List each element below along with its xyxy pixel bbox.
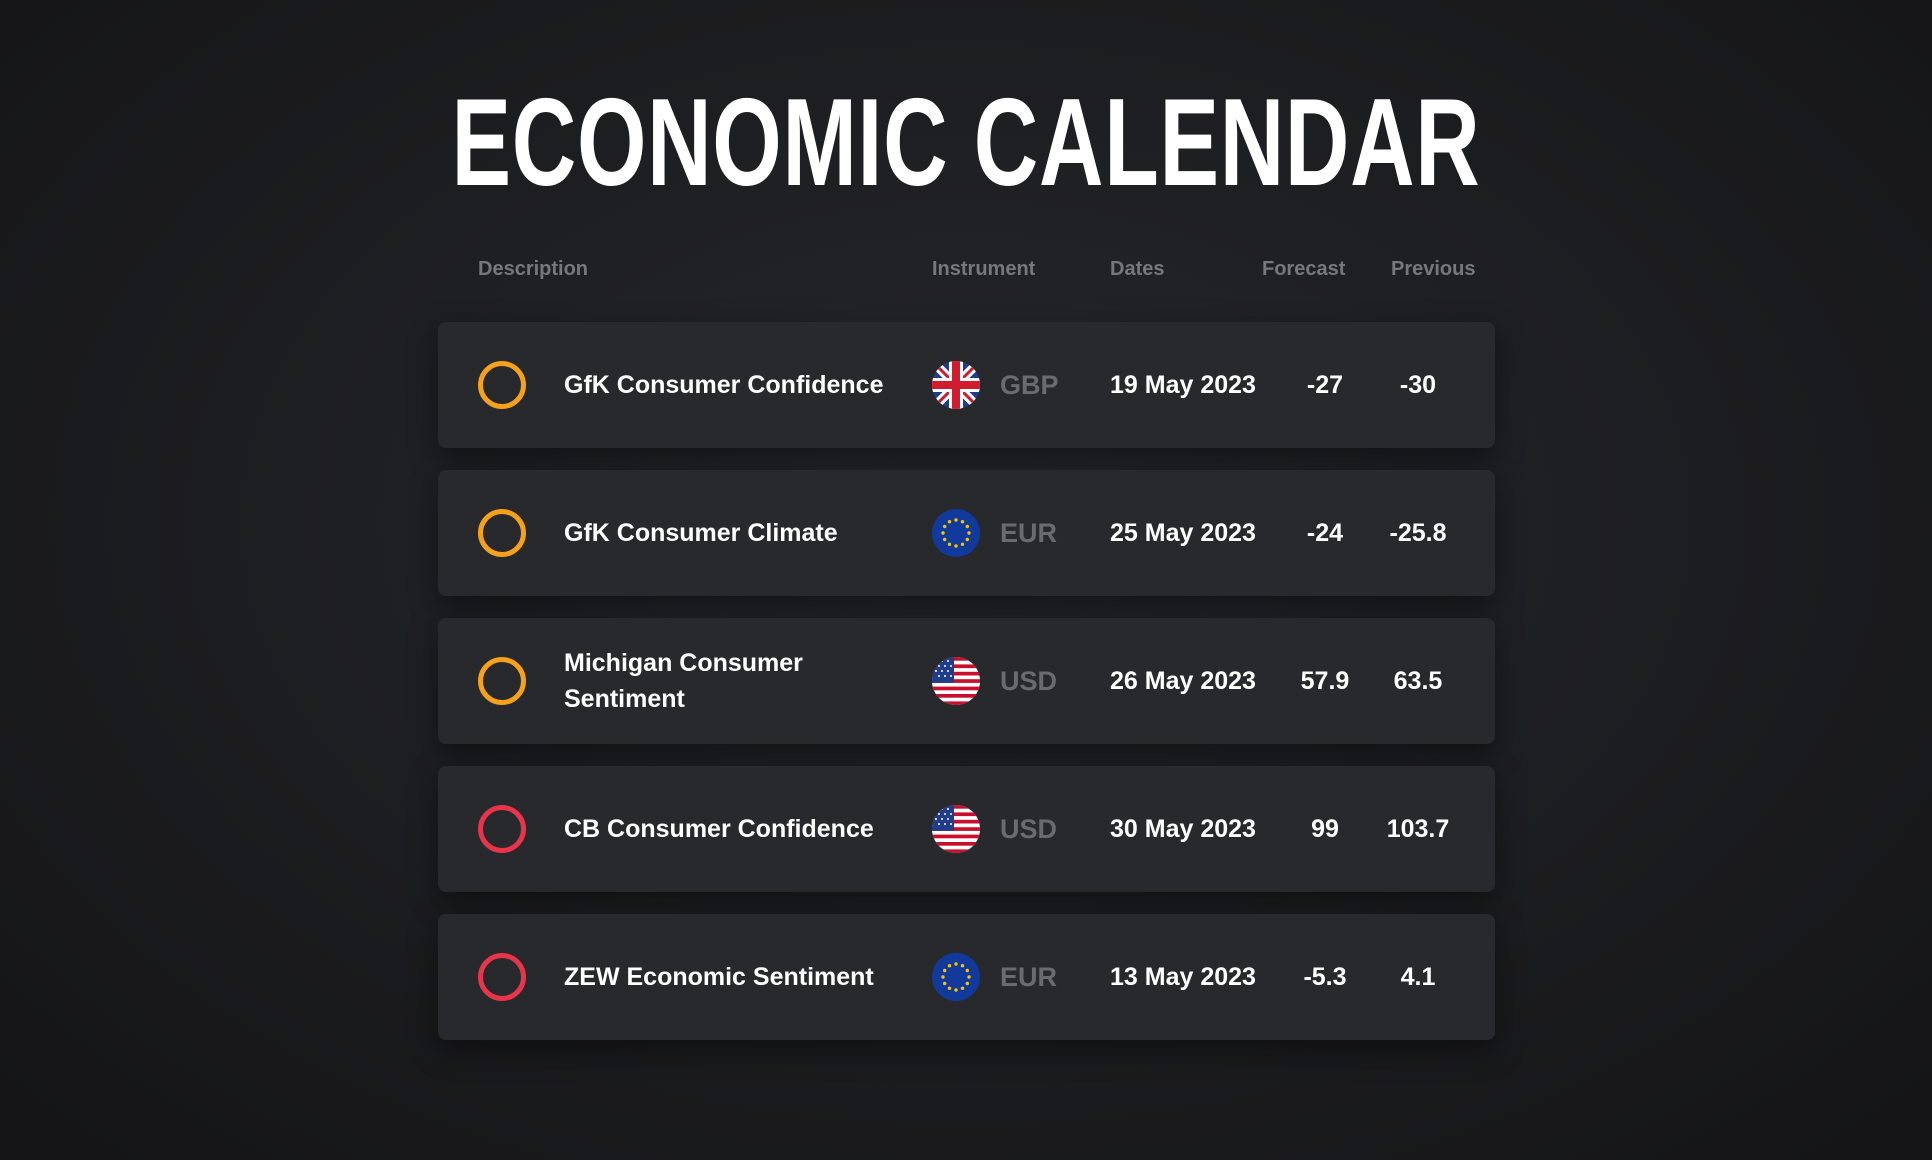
column-header-dates[interactable]: Dates xyxy=(1110,258,1165,280)
table-row[interactable]: Michigan Consumer Sentiment xyxy=(438,618,1495,744)
currency-code: EUR xyxy=(1000,961,1058,992)
page-title: ECONOMIC CALENDAR xyxy=(451,74,1481,212)
forecast-value: 57.9 xyxy=(1300,666,1350,695)
previous-value: -30 xyxy=(1399,370,1437,399)
event-date: 30 May 2023 xyxy=(1110,814,1256,843)
forecast-value: -27 xyxy=(1306,370,1344,399)
table-row[interactable]: CB Consumer Confidence xyxy=(438,766,1495,892)
column-header-previous[interactable]: Previous xyxy=(1391,258,1476,280)
table-row[interactable]: ZEW Economic Sentiment xyxy=(438,914,1495,1040)
column-header-forecast[interactable]: Forecast xyxy=(1262,258,1346,280)
column-header-description[interactable]: Description xyxy=(478,258,589,280)
uk-flag-icon xyxy=(932,361,980,409)
forecast-value: 99 xyxy=(1311,814,1339,843)
forecast-value: -24 xyxy=(1306,518,1344,547)
status-indicator-icon xyxy=(478,509,526,557)
forecast-value: -5.3 xyxy=(1303,962,1347,991)
event-description: GfK Consumer Climate xyxy=(564,519,838,547)
event-description: ZEW Economic Sentiment xyxy=(564,963,874,991)
eu-flag-icon xyxy=(932,509,980,557)
table-row[interactable]: GfK Consumer Climate xyxy=(438,470,1495,596)
event-description: CB Consumer Confidence xyxy=(564,815,874,843)
previous-value: 63.5 xyxy=(1393,666,1443,695)
event-list: GfK Consumer Confidence GBP 19 May 2023 … xyxy=(438,322,1495,1062)
column-header-instrument[interactable]: Instrument xyxy=(932,258,1036,280)
us-flag-icon xyxy=(932,805,980,853)
event-date: 25 May 2023 xyxy=(1110,518,1256,547)
eu-flag-icon xyxy=(932,953,980,1001)
event-description: GfK Consumer Confidence xyxy=(564,371,884,399)
currency-code: EUR xyxy=(1000,517,1058,548)
currency-code: USD xyxy=(1000,813,1058,844)
status-indicator-icon xyxy=(478,361,526,409)
event-description: Michigan Consumer Sentiment xyxy=(564,649,803,713)
previous-value: -25.8 xyxy=(1389,518,1447,547)
previous-value: 103.7 xyxy=(1386,814,1450,843)
event-date: 26 May 2023 xyxy=(1110,666,1256,695)
previous-value: 4.1 xyxy=(1400,962,1436,991)
currency-code: GBP xyxy=(1000,369,1059,400)
event-date: 13 May 2023 xyxy=(1110,962,1256,991)
status-indicator-icon xyxy=(478,953,526,1001)
currency-code: USD xyxy=(1000,665,1058,696)
table-row[interactable]: GfK Consumer Confidence GBP 19 May 2023 … xyxy=(438,322,1495,448)
us-flag-icon xyxy=(932,657,980,705)
table-header: Description Instrument Dates Forecast Pr… xyxy=(438,258,1495,288)
status-indicator-icon xyxy=(478,657,526,705)
status-indicator-icon xyxy=(478,805,526,853)
event-date: 19 May 2023 xyxy=(1110,370,1256,399)
